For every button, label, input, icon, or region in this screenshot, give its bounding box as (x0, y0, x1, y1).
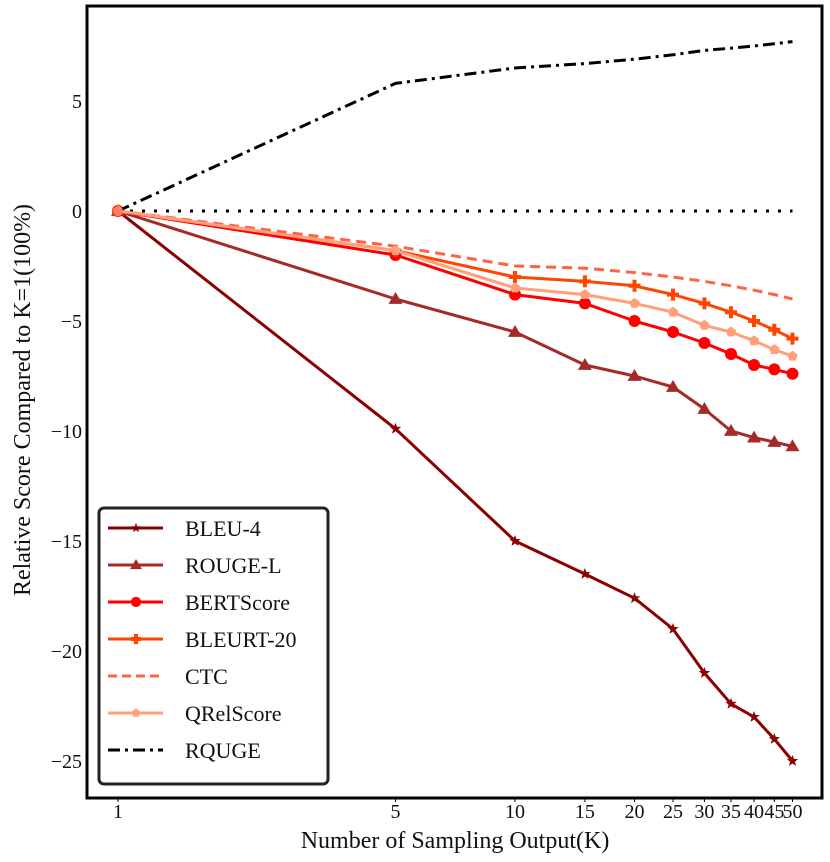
data-point (768, 323, 781, 336)
data-point (628, 279, 641, 292)
data-point (786, 332, 799, 345)
data-point (697, 402, 712, 414)
data-point (767, 435, 782, 447)
legend-marker (130, 633, 142, 645)
x-tick-label: 25 (663, 801, 683, 823)
data-point (509, 282, 521, 293)
data-point (628, 592, 641, 604)
data-point (579, 289, 591, 299)
data-point (627, 369, 642, 381)
data-point (629, 297, 640, 308)
series-rquge (117, 40, 793, 213)
y-tick-label: −10 (51, 421, 82, 443)
y-tick-label: −25 (51, 751, 82, 773)
legend-label: BLEURT-20 (185, 627, 297, 652)
legend-label: RQUGE (185, 738, 261, 763)
legend-label: CTC (185, 664, 228, 689)
y-tick-label: −15 (51, 531, 82, 553)
data-point (748, 335, 760, 346)
data-point (579, 568, 591, 579)
legend-item: RQUGE (108, 738, 261, 763)
y-axis-label: Relative Score Compared to K=1(100%) (10, 204, 36, 596)
data-point (769, 344, 780, 354)
y-tick-label: −20 (51, 641, 82, 663)
data-point (628, 315, 641, 327)
legend-item: QRelScore (108, 701, 282, 726)
data-point (747, 430, 762, 443)
data-point (787, 350, 798, 361)
data-point (723, 424, 738, 436)
data-point (390, 245, 401, 255)
data-point (724, 306, 737, 319)
y-tick-label: 5 (72, 91, 82, 113)
data-point (748, 711, 760, 722)
data-point (698, 297, 711, 310)
legend-marker (131, 708, 141, 717)
legend-item: BLEU-4 (108, 516, 261, 541)
legend-item: BLEURT-20 (108, 627, 297, 652)
x-tick-label: 35 (721, 801, 741, 823)
x-tick-label: 45 (764, 801, 784, 823)
data-point (748, 359, 761, 371)
data-point (699, 319, 710, 330)
legend-item: CTC (108, 664, 228, 689)
series-line (117, 209, 793, 301)
x-tick-label: 15 (575, 801, 595, 823)
data-point (667, 306, 679, 317)
x-tick-label: 5 (390, 801, 400, 823)
y-tick-label: 0 (72, 201, 82, 223)
data-point (578, 297, 591, 310)
legend-marker (130, 559, 142, 570)
legend-box (97, 506, 330, 786)
y-tick-label: −5 (61, 311, 82, 333)
data-point (509, 535, 521, 546)
data-point (389, 422, 402, 434)
series-line (117, 40, 793, 213)
legend-item: BERTScore (108, 590, 290, 615)
legend-item: ROUGE-L (108, 553, 282, 578)
series-qrelscore (112, 205, 798, 361)
data-point (509, 271, 521, 283)
x-tick-label: 20 (625, 801, 645, 823)
legend-label: ROUGE-L (185, 553, 282, 578)
x-tick-label: 1 (113, 801, 123, 823)
x-tick-label: 30 (694, 801, 714, 823)
legend-label: BLEU-4 (185, 516, 261, 541)
legend: BLEU-4 ROUGE-L BERTScore BLEURT-20 CTC QRelSc… (97, 506, 330, 786)
x-tick-label: 40 (744, 801, 764, 823)
legend-label: BERTScore (185, 590, 290, 615)
data-point (388, 292, 403, 304)
legend-label: QRelScore (185, 701, 282, 726)
x-tick-label: 50 (782, 801, 802, 823)
data-point (786, 755, 799, 766)
series-ctc (117, 209, 793, 301)
legend-marker (130, 596, 142, 608)
x-axis-label: Number of Sampling Output(K) (301, 828, 610, 854)
data-point (725, 697, 737, 709)
data-point (508, 325, 522, 337)
origin-point (113, 206, 123, 216)
data-point (666, 326, 679, 338)
data-point (724, 348, 737, 360)
data-point (698, 667, 711, 678)
data-point (768, 733, 780, 744)
legend-marker (131, 522, 141, 533)
data-point (667, 623, 679, 634)
data-point (577, 358, 592, 370)
data-point (768, 363, 781, 376)
data-point (665, 380, 680, 392)
data-point (785, 439, 800, 452)
x-tick-label: 10 (505, 801, 525, 823)
data-point (698, 337, 711, 349)
data-point (748, 315, 761, 327)
data-point (578, 275, 591, 288)
data-point (725, 326, 737, 337)
data-point (786, 367, 799, 380)
data-point (666, 288, 679, 301)
